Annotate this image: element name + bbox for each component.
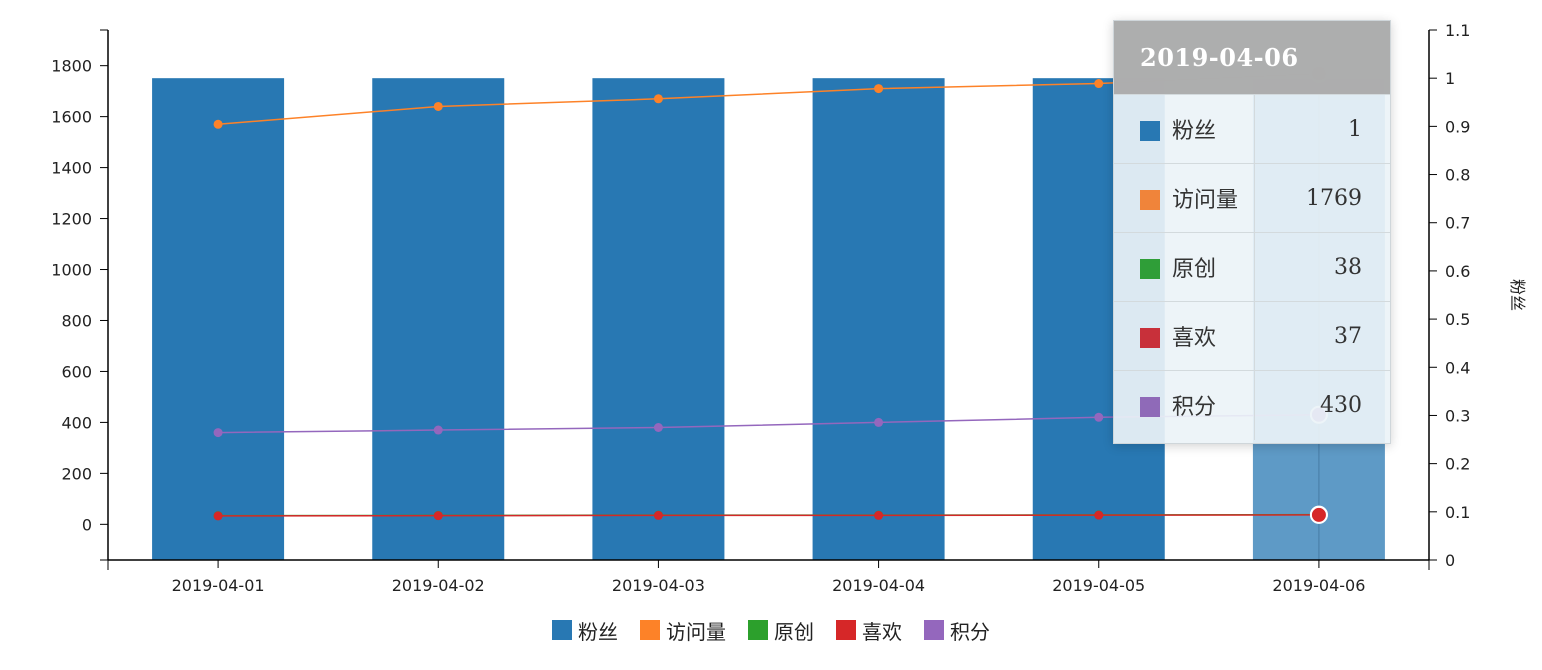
axes: 0 200 400 600 800 1000 1200 1400 1600 1800 0 0.1 0.2… xyxy=(51,21,1527,595)
data-point xyxy=(1309,505,1328,524)
tooltip-row-name: 积分 xyxy=(1114,370,1255,440)
right-axis-tick-label: 0.6 xyxy=(1445,262,1470,281)
x-axis-tick-label: 2019-04-04 xyxy=(832,576,925,595)
data-point xyxy=(433,101,443,111)
right-axis-tick-label: 0.2 xyxy=(1445,455,1470,474)
left-axis-tick-label: 400 xyxy=(61,413,92,432)
right-axis-label: 粉丝 xyxy=(1508,279,1527,311)
tooltip-row: 访问量 1769 xyxy=(1114,163,1390,233)
tooltip-table: 粉丝 1 访问量 1769 原创 38 喜欢 37 积分 430 xyxy=(1114,94,1390,440)
legend-label: 喜欢 xyxy=(862,619,902,644)
legend-swatch xyxy=(836,620,856,640)
left-axis-tick-label: 800 xyxy=(61,311,92,330)
data-point xyxy=(653,423,663,432)
tooltip-row: 原创 38 xyxy=(1114,232,1390,302)
tooltip: 2019-04-06 粉丝 1 访问量 1769 原创 38 喜欢 37 积分 … xyxy=(1113,20,1391,444)
data-point xyxy=(653,510,663,520)
legend-item-likes[interactable]: 喜欢 xyxy=(836,616,902,645)
data-point xyxy=(213,511,223,521)
bar xyxy=(372,78,505,560)
tooltip-value: 37 xyxy=(1254,301,1390,371)
data-point xyxy=(1094,412,1104,422)
right-axis-tick-label: 0.5 xyxy=(1445,310,1470,329)
left-axis-tick-label: 600 xyxy=(61,362,92,381)
data-point xyxy=(433,511,443,521)
x-axis-tick-label: 2019-04-06 xyxy=(1272,576,1365,595)
x-axis-tick-label: 2019-04-05 xyxy=(1052,576,1145,595)
tooltip-name: 积分 xyxy=(1172,395,1217,421)
left-axis-tick-label: 1400 xyxy=(51,159,92,178)
tooltip-row-name: 粉丝 xyxy=(1114,94,1255,164)
left-axis-tick-label: 0 xyxy=(82,515,92,534)
tooltip-swatch xyxy=(1140,190,1160,210)
data-point xyxy=(213,119,223,129)
right-axis-tick-label: 0 xyxy=(1445,551,1455,570)
legend-swatch xyxy=(748,620,768,640)
tooltip-swatch xyxy=(1140,121,1160,141)
bar xyxy=(152,78,285,560)
right-axis-tick-label: 0.9 xyxy=(1445,117,1470,136)
legend-label: 粉丝 xyxy=(578,619,618,644)
data-point xyxy=(433,425,443,435)
right-axis-tick-label: 1.1 xyxy=(1445,21,1470,40)
bar xyxy=(592,78,725,560)
tooltip-swatch xyxy=(1140,259,1160,279)
tooltip-swatch xyxy=(1140,328,1160,348)
tooltip-title: 2019-04-06 xyxy=(1114,21,1390,94)
left-axis-tick-label: 200 xyxy=(61,464,92,483)
right-axis-tick-label: 0.1 xyxy=(1445,503,1470,522)
data-point xyxy=(874,417,884,427)
right-axis-tick-label: 0.7 xyxy=(1445,214,1470,233)
x-axis-tick-label: 2019-04-01 xyxy=(172,576,265,595)
tooltip-value: 38 xyxy=(1254,232,1390,302)
data-point xyxy=(213,428,223,438)
x-axis-tick-label: 2019-04-03 xyxy=(612,576,705,595)
left-axis-tick-label: 1000 xyxy=(51,261,92,280)
tooltip-row-name: 原创 xyxy=(1114,232,1255,302)
legend-item-original[interactable]: 原创 xyxy=(748,616,814,645)
legend-item-points[interactable]: 积分 xyxy=(924,616,990,645)
legend-item-fans[interactable]: 粉丝 xyxy=(552,616,618,645)
tooltip-row: 积分 430 xyxy=(1114,370,1390,440)
x-axis-tick-label: 2019-04-02 xyxy=(392,576,485,595)
tooltip-row: 喜欢 37 xyxy=(1114,301,1390,371)
tooltip-value: 430 xyxy=(1254,370,1390,440)
legend-swatch xyxy=(924,620,944,640)
legend-item-visits[interactable]: 访问量 xyxy=(640,616,726,645)
left-axis-tick-label: 1600 xyxy=(51,108,92,127)
right-axis-tick-label: 1 xyxy=(1445,69,1455,88)
tooltip-value: 1769 xyxy=(1254,163,1390,233)
data-point xyxy=(1094,79,1104,89)
tooltip-row: 粉丝 1 xyxy=(1114,94,1390,164)
tooltip-name: 原创 xyxy=(1172,257,1217,282)
right-axis-tick-label: 0.4 xyxy=(1445,358,1470,377)
legend-swatch xyxy=(640,620,660,640)
tooltip-name: 访问量 xyxy=(1172,188,1239,213)
tooltip-row-name: 访问量 xyxy=(1114,163,1255,233)
tooltip-name: 粉丝 xyxy=(1172,119,1217,144)
legend: 粉丝 访问量 原创 喜欢 积分 xyxy=(0,614,1542,646)
bar xyxy=(812,78,945,560)
right-axis-tick-label: 0.3 xyxy=(1445,406,1470,425)
legend-label: 积分 xyxy=(950,619,990,644)
data-point xyxy=(653,94,663,104)
legend-label: 原创 xyxy=(774,619,814,644)
legend-label: 访问量 xyxy=(666,619,726,644)
data-point xyxy=(1094,510,1104,520)
data-point xyxy=(874,84,884,94)
right-axis-tick-label: 0.8 xyxy=(1445,166,1470,185)
data-point xyxy=(874,510,884,520)
tooltip-value: 1 xyxy=(1254,94,1390,164)
tooltip-swatch xyxy=(1140,397,1160,418)
legend-swatch xyxy=(552,620,572,640)
tooltip-name: 喜欢 xyxy=(1172,326,1217,351)
left-axis-tick-label: 1800 xyxy=(51,57,92,76)
left-axis-tick-label: 1200 xyxy=(51,210,92,229)
tooltip-row-name: 喜欢 xyxy=(1114,301,1255,371)
series-line xyxy=(218,514,1319,517)
